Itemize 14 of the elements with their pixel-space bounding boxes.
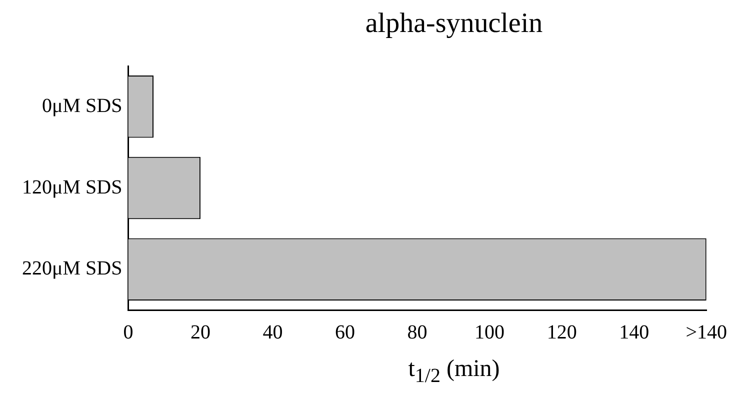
x-tick-label: 60	[335, 321, 356, 344]
x-tick-label: 0	[123, 321, 134, 344]
x-tick-label: 20	[190, 321, 210, 344]
y-tick-label: 120μM SDS	[22, 176, 122, 198]
chart-title: alpha-synuclein	[364, 8, 544, 41]
x-tick-label: 40	[262, 321, 283, 344]
x-tick-label: 140	[619, 321, 650, 344]
y-tick-label: 0μM SDS	[42, 94, 122, 117]
x-tick-label: >140	[686, 321, 727, 344]
y-tick-label: 220μM SDS	[22, 258, 122, 280]
x-tick-label: 120	[546, 321, 577, 344]
x-axis-title: t$_{1/2}$ (min)	[407, 356, 501, 388]
x-tick-label: 100	[474, 321, 505, 344]
x-tick-label: 80	[407, 321, 428, 344]
